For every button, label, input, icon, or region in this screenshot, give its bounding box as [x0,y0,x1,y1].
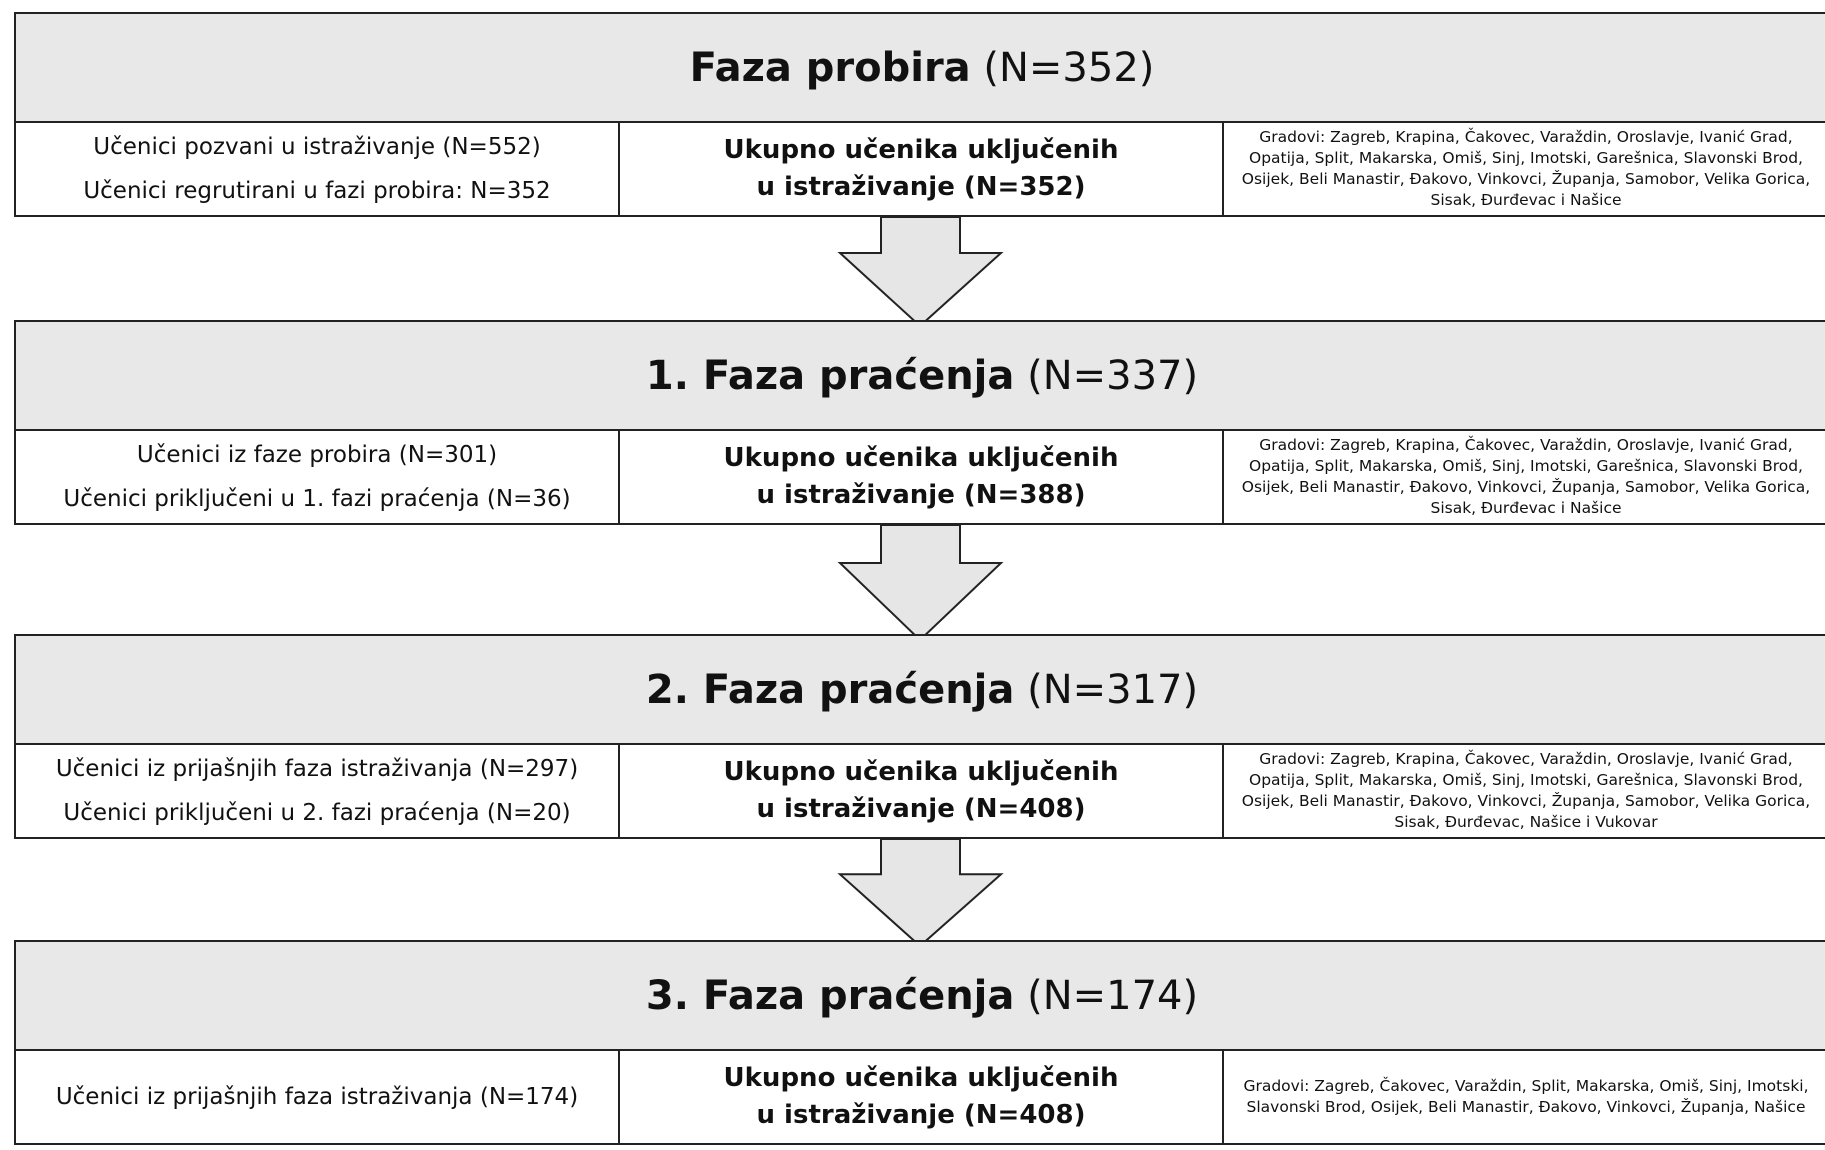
phase-title-count: (N=174) [1027,972,1199,1019]
left-line: Učenici priključeni u 2. fazi praćenja (… [63,800,571,826]
left-line: Učenici iz prijašnjih faza istraživanja … [55,1084,579,1110]
left-line: Učenici pozvani u istraživanje (N=552) [93,134,541,160]
cities-cell: Gradovi: Zagreb, Krapina, Čakovec, Varaž… [1222,429,1825,525]
phase-title-count: (N=317) [1027,666,1199,713]
left-line: Učenici regrutirani u fazi probira: N=35… [83,178,551,204]
total-cell: Ukupno učenika uključenih u istraživanje… [618,121,1224,217]
total-cell: Ukupno učenika uključenih u istraživanje… [618,1049,1224,1145]
left-cell: Učenici iz prijašnjih faza istraživanja … [14,1049,620,1145]
cities-cell: Gradovi: Zagreb, Krapina, Čakovec, Varaž… [1222,743,1825,839]
phase-title: Faza probira (N=352) [690,45,1155,91]
total-text: Ukupno učenika uključenih u istraživanje… [723,757,1119,824]
phase-title-count: (N=352) [983,44,1155,91]
phase-header: Faza probira (N=352) [14,12,1825,123]
total-text: Ukupno učenika uključenih u istraživanje… [723,135,1119,202]
phase-title-count: (N=337) [1027,352,1199,399]
phase-title: 1. Faza praćenja (N=337) [646,353,1198,399]
phase-header: 2. Faza praćenja (N=317) [14,634,1825,745]
cities-text: Gradovi: Zagreb, Krapina, Čakovec, Varaž… [1241,128,1811,209]
left-line: Učenici iz prijašnjih faza istraživanja … [55,756,579,782]
cities-cell: Gradovi: Zagreb, Krapina, Čakovec, Varaž… [1222,121,1825,217]
phase-title-bold: 1. Faza praćenja [645,352,1015,399]
cities-text: Gradovi: Zagreb, Krapina, Čakovec, Varaž… [1241,750,1811,831]
total-cell: Ukupno učenika uključenih u istraživanje… [618,743,1224,839]
cities-text: Gradovi: Zagreb, Čakovec, Varaždin, Spli… [1243,1077,1809,1116]
phase-header: 1. Faza praćenja (N=337) [14,320,1825,431]
cities-text: Gradovi: Zagreb, Krapina, Čakovec, Varaž… [1241,436,1811,517]
left-cell: Učenici pozvani u istraživanje (N=552) Uč… [14,121,620,217]
phase-title-bold: 2. Faza praćenja [645,666,1015,713]
arrow [837,838,1004,948]
phase-title: 3. Faza praćenja (N=174) [646,973,1198,1019]
total-text: Ukupno učenika uključenih u istraživanje… [723,443,1119,510]
total-cell: Ukupno učenika uključenih u istraživanje… [618,429,1224,525]
cities-cell: Gradovi: Zagreb, Čakovec, Varaždin, Spli… [1222,1049,1825,1145]
left-line: Učenici iz faze probira (N=301) [136,442,498,468]
arrow [837,524,1004,642]
total-text: Ukupno učenika uključenih u istraživanje… [723,1063,1119,1130]
phase-title: 2. Faza praćenja (N=317) [646,667,1198,713]
phase-title-bold: Faza probira [689,44,971,91]
left-cell: Učenici iz faze probira (N=301) Učenici p… [14,429,620,525]
phase-header: 3. Faza praćenja (N=174) [14,940,1825,1051]
phase-title-bold: 3. Faza praćenja [645,972,1015,1019]
left-line: Učenici priključeni u 1. fazi praćenja (… [63,486,571,512]
left-cell: Učenici iz prijašnjih faza istraživanja … [14,743,620,839]
arrow [837,216,1004,328]
